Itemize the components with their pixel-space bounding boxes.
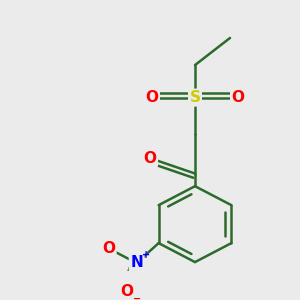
Text: O: O <box>102 241 115 256</box>
Text: O: O <box>146 90 158 105</box>
Text: O: O <box>120 284 133 299</box>
Text: −: − <box>133 294 141 300</box>
Text: +: + <box>142 250 150 260</box>
Text: N: N <box>130 256 143 271</box>
Text: O: O <box>232 90 244 105</box>
Text: S: S <box>190 90 200 105</box>
Text: O: O <box>143 151 157 166</box>
